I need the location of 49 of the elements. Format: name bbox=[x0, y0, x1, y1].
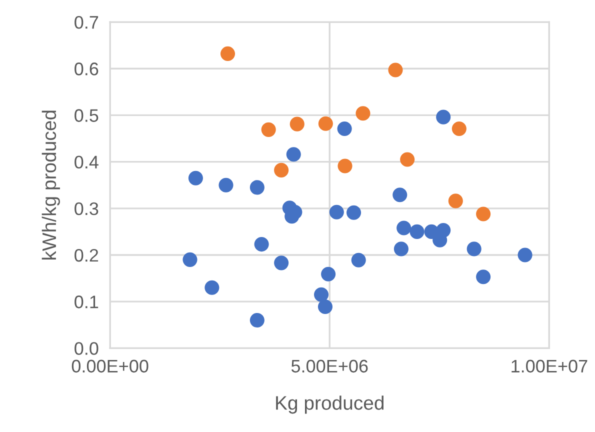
point bbox=[250, 312, 264, 328]
y-tick-label: 0.6 bbox=[74, 62, 98, 76]
y-tick-label: 0.1 bbox=[74, 296, 98, 308]
point bbox=[218, 178, 234, 192]
point bbox=[182, 252, 198, 267]
point bbox=[400, 152, 415, 167]
x-tick-label: 5.00E+06 bbox=[291, 360, 368, 373]
point bbox=[448, 194, 463, 208]
point bbox=[286, 147, 301, 162]
point bbox=[329, 204, 344, 220]
point bbox=[346, 205, 362, 220]
point bbox=[394, 242, 408, 256]
point bbox=[351, 252, 366, 268]
point bbox=[290, 116, 304, 132]
point bbox=[476, 270, 491, 284]
point bbox=[314, 287, 329, 302]
point bbox=[318, 116, 333, 131]
y-tick-label: 0.2 bbox=[74, 248, 98, 262]
point bbox=[392, 188, 408, 202]
point bbox=[466, 242, 482, 256]
x-tick-label: 0.00E+00 bbox=[72, 360, 148, 373]
point bbox=[274, 162, 289, 178]
point bbox=[410, 224, 424, 239]
y-tick-label: 0.0 bbox=[74, 342, 98, 355]
point bbox=[188, 170, 203, 186]
point bbox=[476, 206, 491, 222]
x-axis-title: Kg produced bbox=[276, 396, 384, 414]
point bbox=[220, 46, 236, 61]
point bbox=[518, 248, 532, 262]
y-tick-label: 0.4 bbox=[74, 156, 98, 169]
point bbox=[356, 106, 370, 121]
point bbox=[396, 220, 412, 236]
point bbox=[452, 121, 466, 136]
point bbox=[388, 62, 403, 78]
point bbox=[204, 280, 220, 295]
point bbox=[318, 299, 333, 314]
point bbox=[274, 256, 289, 270]
point bbox=[337, 121, 352, 136]
y-tick-label: 0.3 bbox=[74, 202, 98, 216]
point bbox=[436, 110, 451, 124]
x-tick-label: 1.00E+07 bbox=[512, 360, 588, 373]
y-axis-title: kWh/kg produced bbox=[42, 110, 60, 260]
point bbox=[338, 158, 352, 174]
y-tick-label: 0.7 bbox=[74, 16, 98, 29]
point bbox=[261, 122, 276, 137]
point bbox=[321, 266, 336, 282]
point bbox=[250, 180, 264, 195]
point bbox=[254, 237, 269, 252]
y-tick-label: 0.5 bbox=[74, 109, 98, 122]
